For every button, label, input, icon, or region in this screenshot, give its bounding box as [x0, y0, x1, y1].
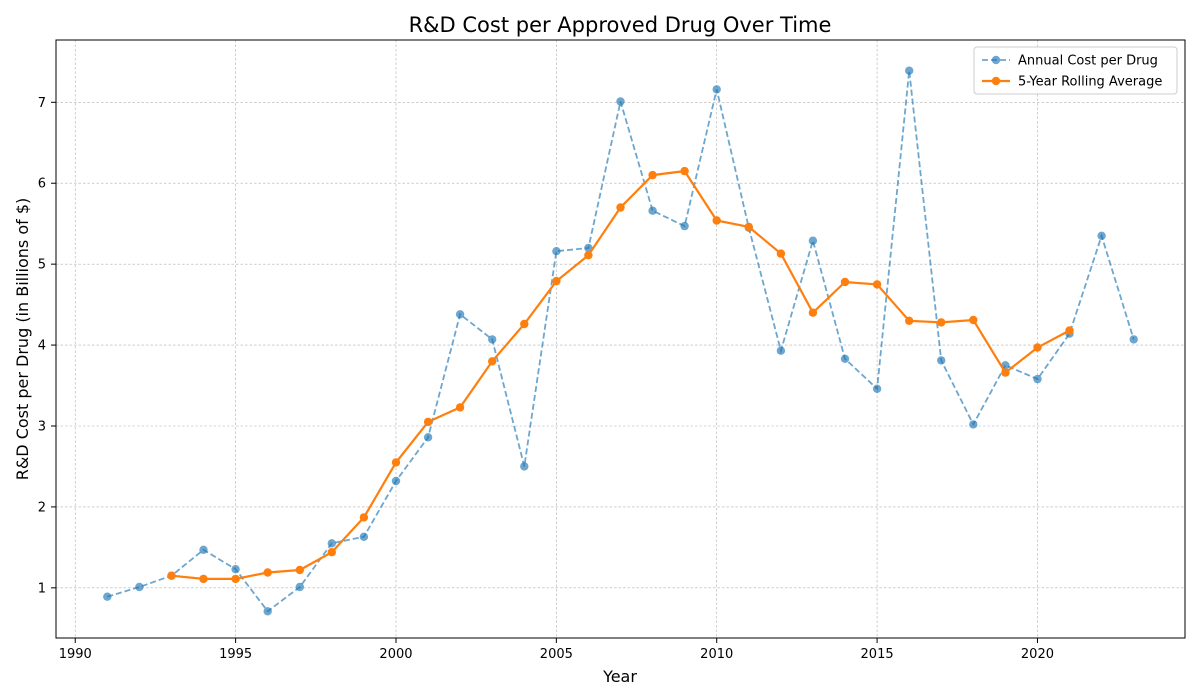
data-point [680, 166, 689, 176]
y-tick-label: 3 [38, 419, 46, 434]
data-point [295, 582, 304, 592]
data-point [712, 216, 721, 225]
data-point [840, 277, 850, 287]
data-point [520, 319, 529, 329]
chart-title: R&D Cost per Approved Drug Over Time [409, 13, 832, 37]
data-point [359, 513, 369, 522]
data-point [327, 539, 336, 548]
data-point [1097, 231, 1106, 240]
data-point [744, 222, 753, 232]
data-point [199, 574, 208, 584]
data-point [1033, 343, 1042, 352]
y-tick-label: 5 [38, 258, 46, 273]
data-point [167, 571, 176, 580]
data-point [872, 280, 882, 289]
data-point [776, 346, 786, 355]
y-tick-label: 2 [38, 500, 46, 515]
y-axis-title: R&D Cost per Drug (in Billions of $) [13, 198, 32, 481]
data-point [263, 607, 272, 616]
data-point [969, 420, 978, 429]
data-point [648, 206, 657, 215]
x-tick-label: 2015 [861, 647, 894, 662]
x-tick-label: 1995 [219, 647, 252, 662]
series-layer [103, 66, 1138, 616]
data-point [648, 170, 657, 180]
data-point [840, 354, 850, 363]
data-point [969, 315, 978, 325]
data-point [680, 221, 689, 231]
data-point [199, 545, 208, 554]
grid [56, 40, 1185, 638]
data-point [263, 568, 272, 577]
data-point [391, 458, 401, 467]
y-axis: 1 2 3 4 5 6 7 [38, 96, 56, 596]
legend: Annual Cost per Drug 5-Year Rolling Avera… [973, 46, 1178, 95]
data-point [584, 251, 593, 260]
data-point [455, 310, 465, 319]
legend-label: 5-Year Rolling Average [1018, 75, 1162, 90]
series-line [171, 169, 1071, 581]
data-point [359, 532, 369, 541]
data-point [776, 249, 786, 258]
x-axis-title: Year [602, 667, 637, 686]
x-tick-label: 2010 [700, 647, 733, 662]
data-point [616, 203, 625, 212]
legend-marker [991, 55, 1001, 65]
legend-item: Annual Cost per Drug [982, 54, 1158, 69]
data-point [552, 247, 561, 256]
data-point [103, 592, 112, 601]
series-1 [103, 66, 1138, 616]
y-tick-label: 4 [38, 339, 46, 354]
data-point [1033, 374, 1042, 384]
data-point [712, 85, 721, 94]
data-point [1001, 368, 1010, 377]
data-point [905, 66, 914, 75]
legend-marker [991, 76, 1001, 86]
data-point [937, 356, 946, 365]
legend-item: 5-Year Rolling Average [982, 75, 1162, 90]
data-point [905, 316, 914, 325]
data-point [937, 318, 946, 327]
plot-area-frame [55, 39, 1186, 639]
y-tick-label: 1 [38, 581, 46, 596]
y-tick-label: 6 [38, 177, 46, 192]
data-point [808, 308, 818, 317]
x-tick-label: 2020 [1021, 647, 1054, 662]
data-point [327, 548, 336, 557]
data-point [1129, 335, 1138, 344]
y-tick-label: 7 [38, 96, 46, 111]
data-point [231, 574, 240, 584]
x-tick-label: 2005 [540, 647, 573, 662]
data-point [295, 565, 304, 575]
data-point [520, 462, 529, 471]
series-line [107, 70, 1135, 613]
data-point [423, 433, 433, 442]
data-point [455, 403, 465, 412]
data-point [423, 417, 433, 427]
data-point [488, 357, 497, 366]
x-axis: 1990 1995 2000 2005 2010 2015 2020 [59, 638, 1054, 662]
data-point [391, 476, 401, 486]
data-point [584, 243, 593, 253]
data-point [231, 565, 240, 574]
x-tick-label: 1990 [59, 647, 92, 662]
series-2 [167, 166, 1074, 584]
data-point [616, 97, 625, 106]
data-point [808, 236, 818, 245]
data-point [135, 582, 144, 592]
data-point [872, 384, 882, 393]
legend-label: Annual Cost per Drug [1018, 54, 1158, 69]
x-tick-label: 2000 [379, 647, 412, 662]
legend-box [973, 46, 1178, 95]
data-point [552, 276, 561, 286]
data-point [488, 335, 497, 344]
data-point [1065, 326, 1074, 335]
